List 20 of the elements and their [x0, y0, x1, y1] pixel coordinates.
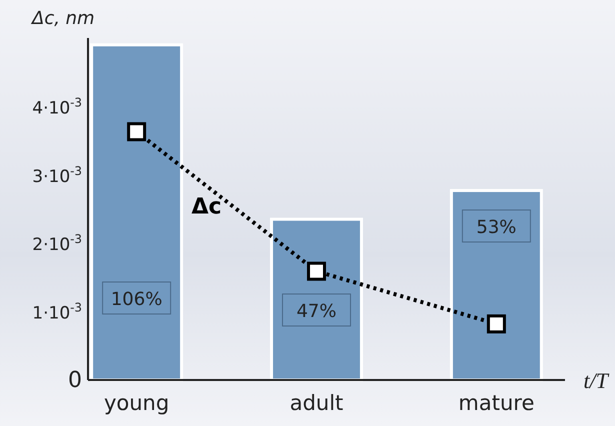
point	[307, 262, 326, 281]
annotation: 47%	[296, 301, 337, 322]
y-tick-label: 0	[68, 368, 82, 393]
x-tick-label: mature	[458, 391, 534, 415]
point	[127, 122, 146, 142]
annotation: 106%	[110, 289, 162, 310]
y-tick-label: 4·10$^{-3}$	[32, 95, 82, 118]
y-tick-label: 3·10$^{-3}$	[32, 164, 82, 187]
bar	[90, 43, 184, 382]
y-tick-label: 2·10$^{-3}$	[32, 232, 82, 256]
annotation: 53%	[476, 217, 516, 238]
bar	[270, 218, 363, 382]
series-label: Δc	[192, 194, 222, 220]
bar	[450, 189, 543, 382]
point	[486, 314, 506, 334]
x-tick-label: young	[104, 391, 170, 415]
x-tick-label: adult	[290, 391, 344, 415]
y-tick-label: 1·10$^{-3}$	[32, 300, 82, 324]
x-axis-title: t/T	[584, 368, 610, 393]
y-axis-title: Δc, nm	[30, 8, 95, 29]
